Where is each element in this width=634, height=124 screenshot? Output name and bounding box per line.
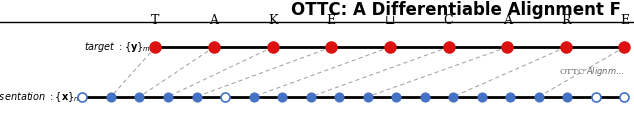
Text: C: C: [444, 14, 453, 27]
Text: OTTC: A Differentiable Alignment F: OTTC: A Differentiable Alignment F: [292, 1, 621, 19]
Text: E: E: [327, 14, 336, 27]
Text: R: R: [561, 14, 571, 27]
Text: $\mathit{target}\ :\{\mathbf{y}\}_m$: $\mathit{target}\ :\{\mathbf{y}\}_m$: [84, 40, 151, 54]
Text: E: E: [620, 14, 629, 27]
Text: ⊔: ⊔: [385, 14, 395, 27]
Text: T: T: [151, 14, 160, 27]
Text: K: K: [268, 14, 277, 27]
Text: A: A: [209, 14, 219, 27]
Text: $\mathit{Representation}\ :\{\mathbf{x}\}_n$: $\mathit{Representation}\ :\{\mathbf{x}\…: [0, 90, 79, 104]
Text: A: A: [503, 14, 512, 27]
Text: OTTC $\mathit{Alignm}$...: OTTC $\mathit{Alignm}$...: [559, 65, 624, 78]
